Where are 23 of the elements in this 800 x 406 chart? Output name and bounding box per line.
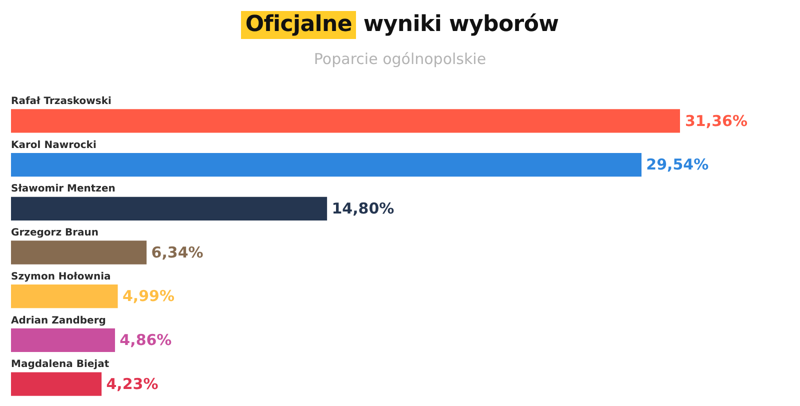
y-tick-label: Szymon Hołownia — [11, 271, 111, 282]
data-label: 6,34% — [151, 243, 204, 262]
data-label: 4,23% — [106, 374, 158, 393]
y-tick-label: Karol Nawrocki — [11, 140, 96, 151]
data-label: 29,54% — [646, 156, 709, 174]
chart-subtitle: Poparcie ogólnopolskie — [312, 50, 488, 68]
y-tick-label: Grzegorz Braun — [11, 228, 99, 239]
data-label: 4,86% — [120, 331, 172, 350]
data-label: 4,99% — [122, 287, 174, 306]
y-tick-label: Rafał Trzaskowski — [11, 96, 112, 108]
bar — [11, 372, 102, 396]
bar — [11, 109, 680, 133]
chart-title: Oficjalne wyniki wyborów — [244, 11, 559, 39]
bar — [11, 284, 118, 308]
y-tick-label: Sławomir Mentzen — [11, 184, 116, 195]
data-label: 14,80% — [332, 200, 394, 218]
y-tick-label: Magdalena Biejat — [11, 359, 110, 370]
y-tick-label: Adrian Zandberg — [11, 315, 106, 326]
data-label: 31,36% — [685, 112, 748, 130]
bar — [11, 196, 328, 220]
bar — [11, 240, 147, 264]
bar — [11, 328, 116, 352]
bar — [11, 152, 642, 177]
